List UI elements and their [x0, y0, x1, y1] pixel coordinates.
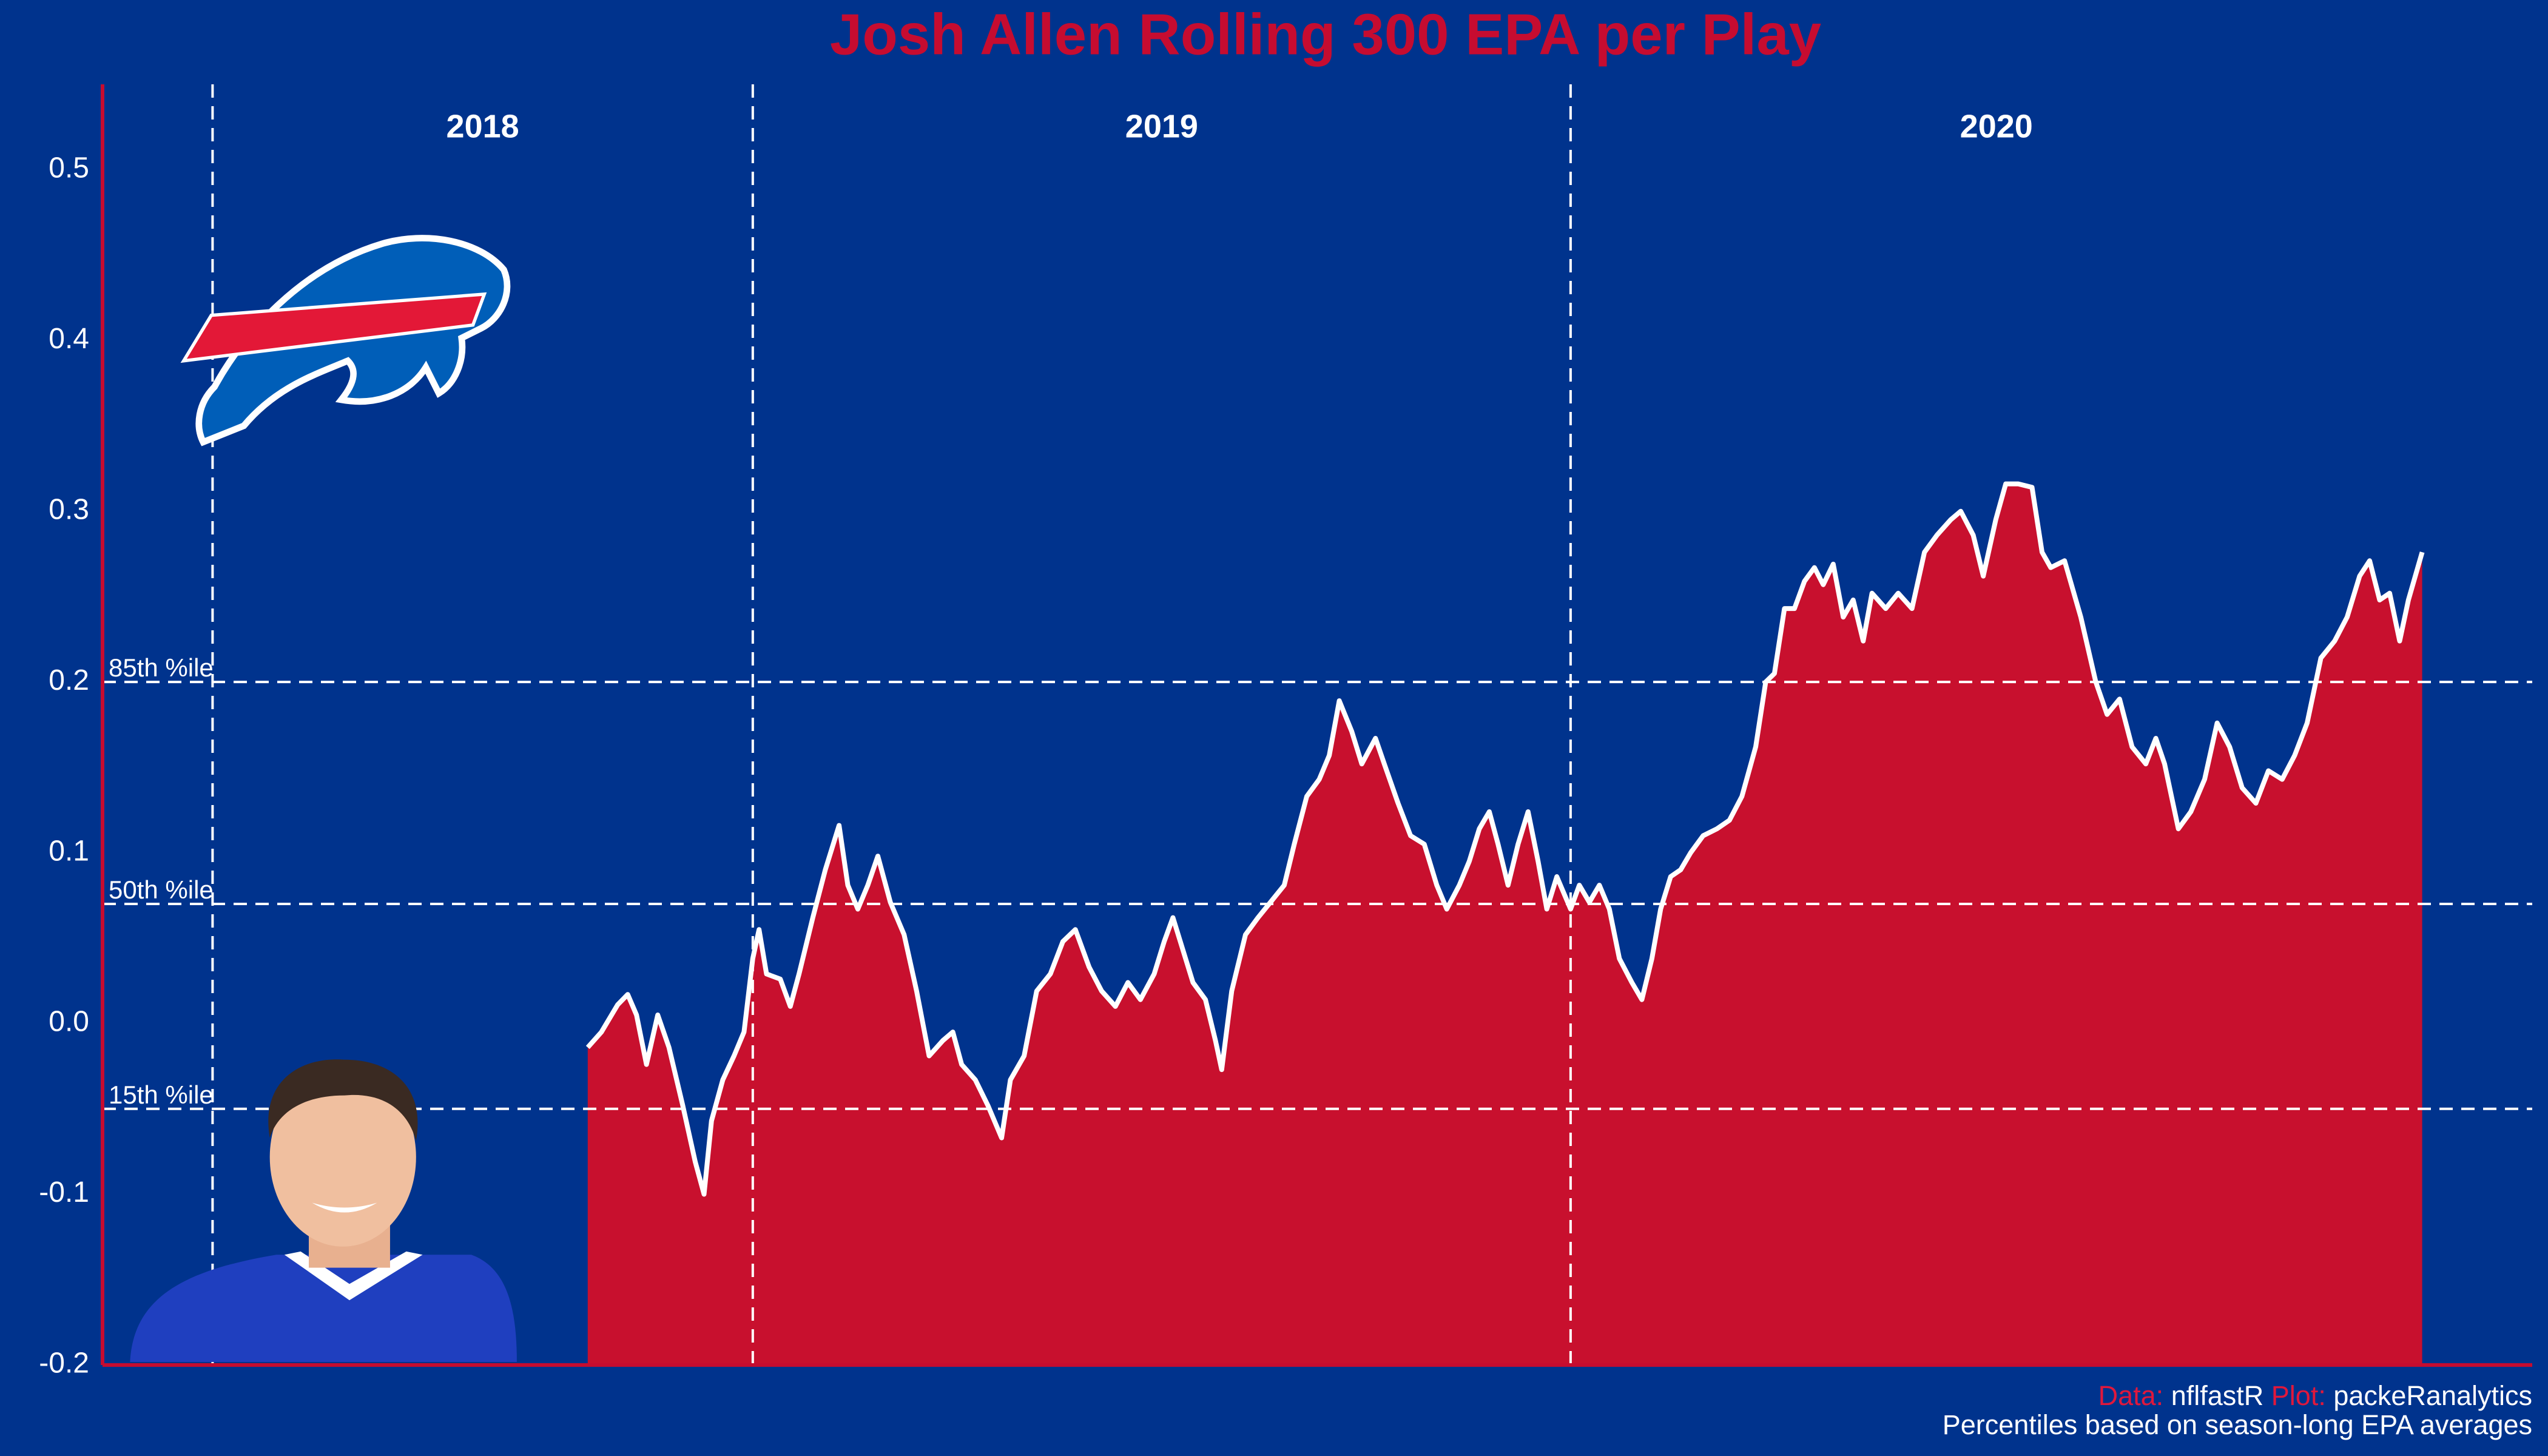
team-logo [180, 235, 511, 447]
photo-smile [312, 1202, 377, 1213]
caption-data: nflfastR [2171, 1380, 2264, 1411]
caption-note: Percentiles based on season-long EPA ave… [1943, 1409, 2532, 1440]
logo-stripe [180, 292, 487, 363]
player-photo [130, 1059, 517, 1363]
y-tick-label: 0.5 [49, 152, 89, 184]
y-tick-label: 0.4 [49, 323, 89, 355]
caption-plot-label: Plot: [2271, 1380, 2326, 1411]
caption-data-label: Data: [2098, 1380, 2164, 1411]
photo-face [269, 1068, 416, 1247]
caption-source: Data: nflfastR Plot: packeRanalytics [2098, 1380, 2532, 1411]
area-line [585, 481, 2425, 1197]
photo-hair [268, 1059, 418, 1141]
y-tick-label: -0.2 [39, 1347, 89, 1380]
season-label: 2018 [447, 108, 519, 144]
chart-title: Josh Allen Rolling 300 EPA per Play [830, 2, 1821, 67]
area [587, 484, 2422, 1365]
reference-label: 50th %ile [109, 875, 214, 904]
season-label: 2019 [1125, 108, 1198, 144]
photo-jersey [130, 1255, 517, 1363]
reference-label: 15th %ile [109, 1080, 214, 1109]
y-tick-label: 0.2 [49, 664, 89, 696]
y-tick-label: -0.1 [39, 1176, 89, 1208]
plot-area: -0.2 -0.1 0.0 0.1 0.2 0.3 0.4 0.5 2018 2019 2020 85… [39, 84, 2532, 1380]
reference-label: 85th %ile [109, 653, 214, 682]
season-label: 2020 [1960, 108, 2033, 144]
caption-plot: packeRanalytics [2333, 1380, 2532, 1411]
y-tick-label: 0.1 [49, 835, 89, 867]
y-tick-label: 0.3 [49, 493, 89, 525]
y-tick-label: 0.0 [49, 1006, 89, 1038]
